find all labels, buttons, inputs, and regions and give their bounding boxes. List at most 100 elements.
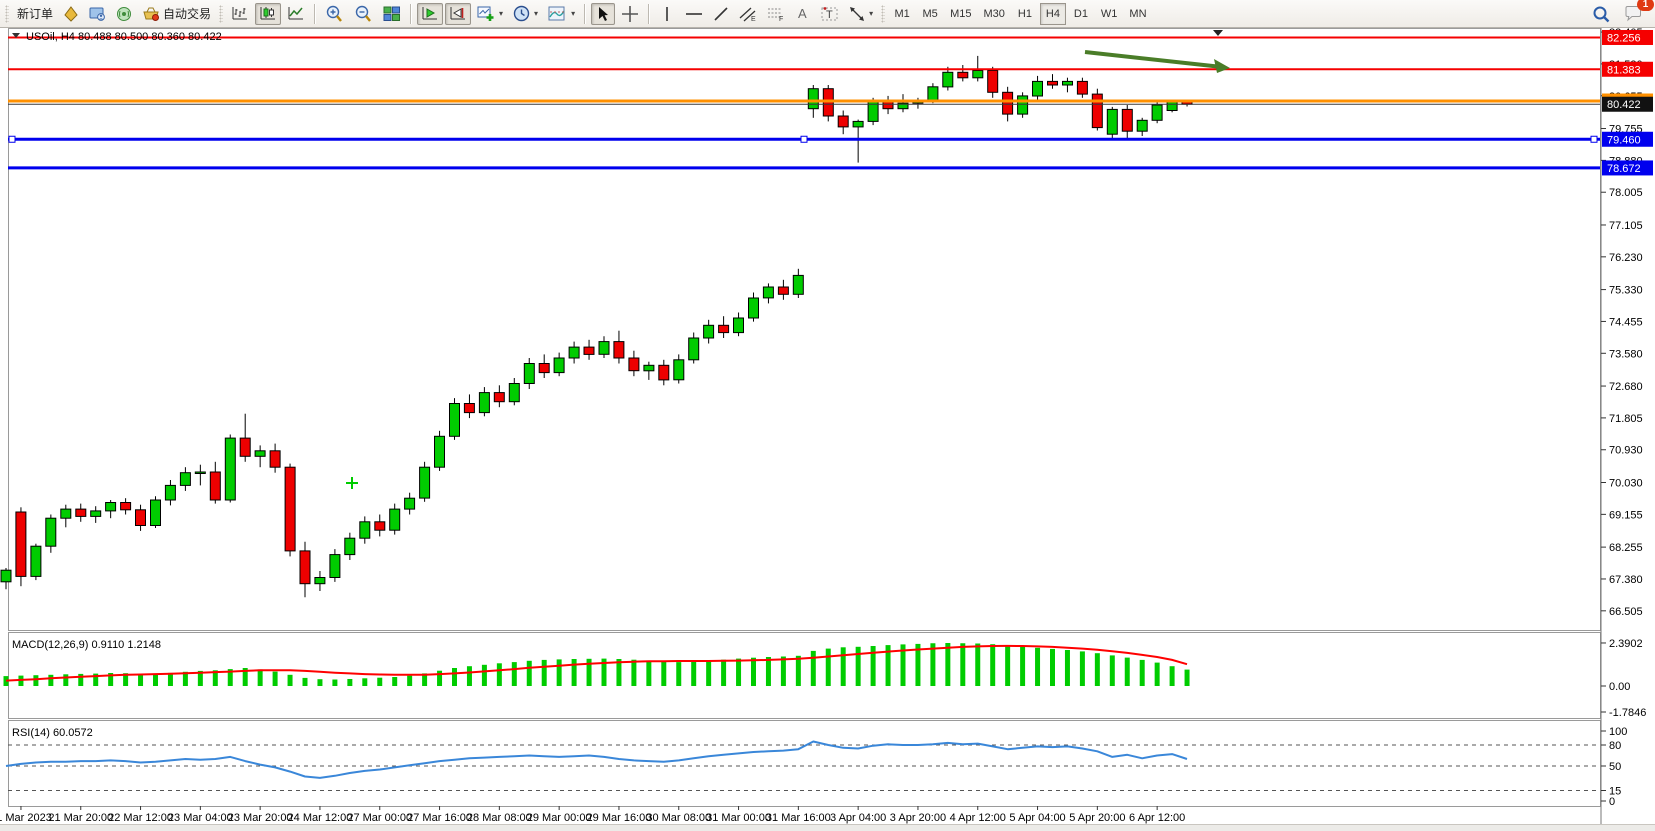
candle (1047, 74, 1058, 89)
search-button[interactable] (1588, 3, 1614, 25)
candle (269, 443, 281, 473)
candle (194, 464, 206, 486)
candle (463, 394, 475, 419)
time-tick-label: 21 Mar 20:00 (48, 812, 113, 824)
tf-h1-button[interactable]: H1 (1017, 7, 1032, 20)
tf-w1-button[interactable]: W1 (1100, 7, 1118, 20)
chart-shift-marker[interactable] (1213, 30, 1223, 36)
text-a-icon: A (798, 6, 807, 21)
chart-shift-button[interactable] (445, 2, 472, 25)
candle (15, 507, 27, 587)
equidistant-channel-tool[interactable]: E (735, 3, 761, 25)
candlestick-chart-button[interactable] (255, 2, 282, 25)
svg-text:A: A (798, 6, 807, 21)
candle (75, 503, 87, 522)
price-axis[interactable] (1602, 28, 1653, 824)
macd-label: MACD(12,26,9) 0.9110 1.2148 (12, 639, 161, 651)
text-tool[interactable]: A (791, 3, 815, 25)
tf-m1-button[interactable]: M1 (894, 7, 910, 20)
price-tick-label: 76.230 (1609, 252, 1643, 264)
candle (822, 85, 834, 122)
toolbar-grip[interactable] (5, 4, 9, 23)
line-handle[interactable] (1590, 135, 1598, 143)
candle (374, 514, 386, 537)
templates-button[interactable]: ▾ (544, 3, 579, 25)
tf-m30-button[interactable]: M30 (983, 7, 1005, 20)
tf-mn-button[interactable]: MN (1129, 7, 1147, 20)
candle (404, 492, 416, 515)
candle (897, 94, 909, 113)
timeframe-dropdown-button[interactable]: ▾ (509, 3, 542, 25)
tile-windows-button[interactable] (379, 3, 405, 25)
line-chart-button[interactable] (283, 3, 309, 25)
bar-chart-button[interactable] (227, 3, 253, 25)
horizontal-line-icon (686, 12, 703, 15)
time-tick-label: 3 Apr 20:00 (890, 812, 946, 824)
candle (957, 65, 969, 82)
new-order-button[interactable]: 新订单 (13, 3, 57, 25)
chart-shift-icon (450, 7, 466, 20)
candle (419, 461, 431, 502)
label-tool[interactable]: T (817, 3, 843, 25)
time-tick-label: 31 Mar 00:00 (706, 812, 771, 824)
tf-m15-button[interactable]: M15 (950, 7, 972, 20)
crosshair-button[interactable] (617, 3, 643, 25)
auto-trading-button[interactable]: 自动交易 (138, 3, 215, 25)
market-watch-button[interactable] (85, 3, 110, 25)
chevron-down-icon: ▾ (869, 9, 874, 18)
tf-m5-button[interactable]: M5 (922, 7, 938, 20)
candle (762, 283, 774, 304)
trendline-tool[interactable] (709, 3, 733, 25)
fibonacci-tool[interactable]: F (763, 3, 789, 25)
cross-marker[interactable] (346, 477, 358, 489)
profile-button[interactable] (59, 3, 83, 25)
candle (1032, 75, 1043, 100)
candle (658, 359, 670, 386)
svg-text:E: E (751, 16, 756, 22)
chart-canvas[interactable]: 82.40581.53080.65579.75578.88078.00577.1… (0, 28, 1655, 824)
price-badge-label: 81.383 (1607, 64, 1641, 76)
candle (150, 496, 161, 528)
time-tick-label: 27 Mar 00:00 (347, 812, 412, 824)
time-tick-label: 31 Mar 16:00 (766, 812, 831, 824)
price-badge-label: 80.422 (1607, 99, 1641, 111)
zoom-out-icon (355, 5, 371, 22)
candle (523, 358, 535, 389)
new-chart-button[interactable]: ▾ (473, 3, 507, 25)
candle (478, 387, 490, 417)
channel-icon: E (739, 7, 756, 22)
signal-button[interactable] (112, 3, 136, 25)
tf-h4-button[interactable]: H4 (1039, 2, 1066, 25)
candle (1091, 88, 1103, 131)
green-arrow[interactable] (1084, 50, 1223, 69)
tf-d1-button[interactable]: D1 (1073, 7, 1088, 20)
time-axis[interactable] (8, 806, 1600, 824)
auto-scroll-button[interactable] (417, 2, 444, 25)
arrows-tool[interactable]: ▾ (845, 3, 877, 25)
zoom-out-button[interactable] (350, 3, 377, 25)
candle (598, 336, 610, 358)
toolbar-grip[interactable] (219, 4, 224, 23)
zoom-in-button[interactable] (321, 3, 348, 25)
candle (60, 504, 72, 528)
candle (942, 66, 954, 91)
toolbar-grip[interactable] (881, 4, 886, 23)
tile-windows-icon (383, 6, 401, 21)
line-handle[interactable] (800, 135, 808, 143)
line-handle[interactable] (8, 135, 16, 143)
candle (284, 463, 296, 557)
notifications-button[interactable]: 1 (1620, 0, 1654, 25)
vertical-line-tool[interactable] (655, 3, 679, 25)
auto-scroll-icon (422, 7, 438, 20)
svg-text:F: F (779, 16, 783, 22)
cursor-button[interactable] (591, 2, 616, 25)
templates-icon (548, 6, 565, 20)
fibonacci-icon: F (768, 8, 783, 22)
toolbar-separator (314, 3, 317, 24)
time-tick-label: 22 Mar 12:00 (108, 812, 173, 824)
symbol-dropdown-icon[interactable] (12, 33, 20, 38)
candle (553, 352, 565, 377)
candle (703, 319, 715, 344)
candle (688, 332, 700, 364)
horizontal-line-tool[interactable] (681, 3, 707, 25)
